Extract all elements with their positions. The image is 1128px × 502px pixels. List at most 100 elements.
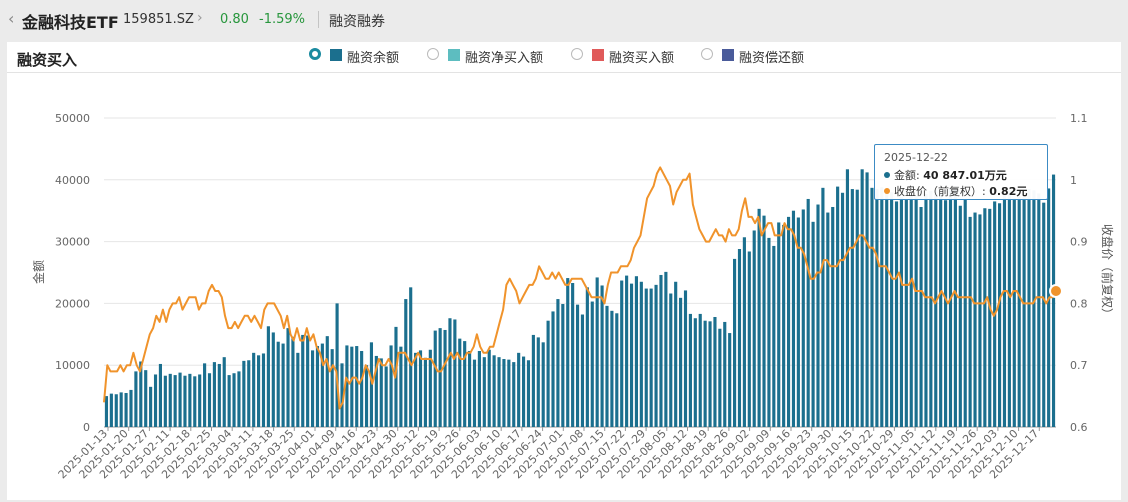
bar-margin-balance [870, 187, 874, 427]
tooltip-amount-value: 40 847.01万元 [923, 169, 1007, 182]
bar-margin-balance [806, 198, 810, 427]
bar-margin-balance [320, 343, 324, 427]
y-tick-label-right: 0.8 [1070, 297, 1088, 310]
margin-trading-link[interactable]: 融资融券 [329, 14, 385, 30]
bar-margin-balance [644, 288, 648, 427]
bar-margin-balance [325, 336, 329, 427]
bar-margin-balance [389, 345, 393, 427]
bar-margin-balance [360, 350, 364, 427]
bar-margin-balance [1032, 190, 1036, 427]
bar-margin-balance [247, 360, 251, 427]
bar-margin-balance [924, 194, 928, 427]
bar-margin-balance [193, 376, 197, 427]
legend-swatch [448, 49, 460, 61]
bar-margin-balance [340, 363, 344, 427]
bar-margin-balance [629, 283, 634, 427]
bar-margin-balance [1027, 189, 1031, 427]
bar-margin-balance [580, 314, 585, 427]
bar-margin-balance [713, 317, 717, 427]
bar-margin-balance [836, 186, 840, 427]
bar-margin-balance [482, 357, 486, 427]
bar-margin-balance [639, 281, 643, 427]
bar-margin-balance [423, 357, 427, 427]
bar-margin-balance [178, 372, 182, 427]
bar-margin-balance [615, 313, 619, 427]
legend-label: 融资买入额 [609, 51, 675, 66]
bar-margin-balance [1007, 190, 1011, 427]
bar-margin-balance [978, 214, 982, 427]
bar-margin-balance [355, 346, 359, 427]
y-tick-label-left: 0 [83, 421, 90, 434]
bar-margin-balance [575, 304, 580, 427]
legend-swatch [330, 49, 342, 61]
bar-margin-balance [414, 352, 418, 427]
bar-margin-balance [335, 303, 339, 427]
bar-margin-balance [944, 200, 948, 427]
tooltip-close-row: 收盘价（前复权）: 0.82元 [884, 183, 1027, 199]
bar-margin-balance [939, 192, 943, 427]
bar-margin-balance [904, 198, 908, 427]
bar-margin-balance [708, 321, 712, 427]
bar-margin-balance [860, 169, 864, 428]
bar-margin-balance [438, 328, 442, 427]
bar-margin-balance [747, 251, 751, 427]
bar-margin-balance [683, 290, 688, 427]
bar-margin-balance [310, 350, 315, 427]
y-tick-label-right: 1.1 [1070, 112, 1088, 125]
bar-margin-balance [934, 189, 938, 427]
bar-margin-balance [463, 341, 467, 427]
bar-margin-balance [306, 335, 310, 427]
bar-margin-balance [1012, 198, 1016, 427]
tooltip-amount-label: 金额: [894, 169, 924, 182]
bar-margin-balance [428, 349, 432, 427]
bar-margin-balance [1002, 194, 1007, 427]
bar-margin-balance [723, 321, 727, 427]
tooltip: 2025-12-22 金额: 40 847.01万元 收盘价（前复权）: 0.8… [874, 144, 1048, 200]
bar-margin-balance [507, 359, 511, 427]
bar-margin-balance [821, 187, 825, 427]
close-price-line [103, 166, 1057, 410]
bar-margin-balance [865, 172, 869, 427]
y-tick-label-left: 30000 [55, 236, 90, 249]
radio-selected-icon[interactable] [309, 48, 321, 60]
bar-margin-balance [777, 222, 781, 427]
back-icon[interactable]: ‹ [8, 9, 15, 28]
bar-margin-balance [237, 371, 241, 427]
bar-margin-balance [1042, 202, 1046, 427]
radio-icon[interactable] [701, 48, 713, 60]
bar-margin-balance [418, 350, 423, 427]
y-tick-label-left: 20000 [55, 297, 90, 310]
bar-margin-balance [222, 357, 226, 427]
bar-margin-balance [487, 349, 491, 427]
bar-margin-balance [1047, 188, 1051, 427]
bar-margin-balance [968, 216, 972, 427]
right-axis-label: 收盘价（前复权） [1100, 224, 1115, 320]
bar-margin-balance [816, 204, 820, 427]
bar-margin-balance [855, 189, 859, 427]
y-tick-label-right: 1 [1070, 174, 1077, 187]
bar-margin-balance [1022, 197, 1026, 427]
bar-margin-balance [605, 305, 609, 427]
y-tick-label-left: 50000 [55, 112, 90, 125]
bar-margin-balance [404, 299, 408, 427]
bar-margin-balance [261, 353, 266, 427]
radio-icon[interactable] [427, 48, 439, 60]
bar-margin-balance [664, 271, 668, 427]
bar-margin-balance [468, 350, 472, 427]
panel-title: 融资买入 [17, 51, 78, 69]
radio-icon[interactable] [571, 48, 583, 60]
bar-margin-balance [350, 346, 354, 427]
bar-margin-balance [737, 249, 742, 427]
bar-margin-balance [546, 320, 550, 427]
bar-margin-balance [212, 362, 216, 427]
left-axis-label: 金额 [31, 260, 46, 284]
bar-margin-balance [409, 287, 413, 427]
bar-margin-balance [899, 197, 903, 427]
bar-margin-balance [929, 190, 933, 427]
bar-margin-balance [786, 216, 791, 427]
y-tick-label-right: 0.9 [1070, 236, 1088, 249]
bar-margin-balance [522, 356, 526, 427]
bar-margin-balance [1017, 196, 1021, 427]
chevron-right-icon[interactable]: › [197, 10, 203, 26]
